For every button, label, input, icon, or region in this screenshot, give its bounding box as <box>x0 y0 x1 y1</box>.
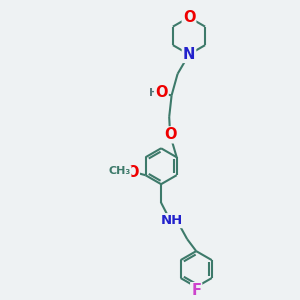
Text: NH: NH <box>161 214 183 227</box>
Text: CH₃: CH₃ <box>108 166 130 176</box>
Text: H: H <box>149 88 158 98</box>
Text: N: N <box>183 47 195 62</box>
Text: O: O <box>155 85 168 100</box>
Text: O: O <box>126 165 139 180</box>
Text: O: O <box>183 10 195 25</box>
Text: F: F <box>191 283 201 298</box>
Text: O: O <box>164 127 176 142</box>
